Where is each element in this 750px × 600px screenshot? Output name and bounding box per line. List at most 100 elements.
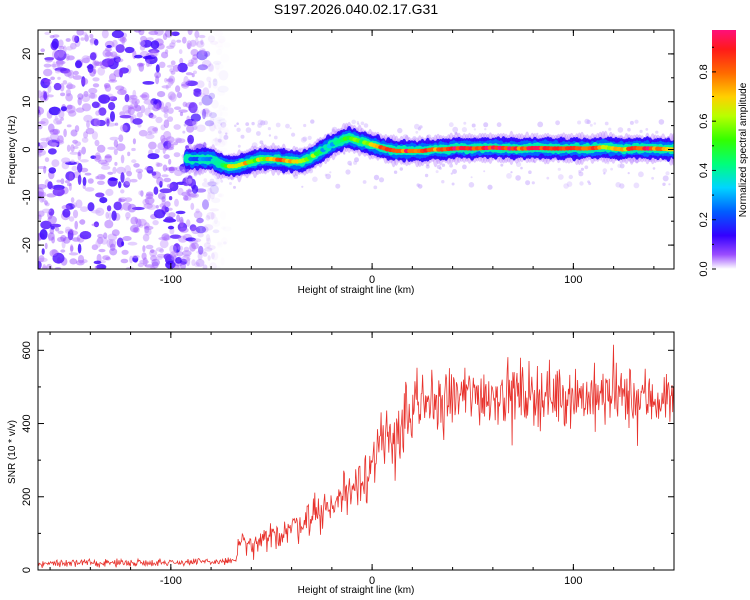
y-tick-label: 0: [21, 146, 33, 152]
noise-speck: [72, 146, 79, 149]
noise-speck: [203, 112, 208, 118]
noise-speck: [75, 161, 80, 165]
noise-speck: [169, 93, 177, 102]
noise-speck: [208, 92, 216, 100]
noise-speck: [58, 45, 65, 50]
noise-speck: [167, 225, 175, 230]
noise-speck: [163, 154, 170, 160]
noise-speck: [167, 91, 176, 101]
noise-speck: [54, 115, 58, 122]
faint-speck: [425, 164, 430, 169]
noise-speck: [54, 227, 60, 232]
faint-speck: [307, 135, 312, 140]
noise-speck: [65, 46, 74, 51]
noise-speck: [112, 166, 117, 174]
noise-speck: [211, 212, 215, 220]
noise-speck: [185, 178, 193, 185]
noise-speck: [132, 227, 139, 233]
noise-speck: [68, 172, 74, 182]
faint-speck: [528, 170, 532, 174]
noise-speck: [166, 212, 171, 217]
faint-speck: [449, 163, 453, 168]
faint-speck: [363, 123, 369, 128]
noise-speck: [162, 33, 168, 40]
noise-speck: [105, 188, 114, 196]
noise-speck: [96, 264, 107, 269]
noise-speck: [51, 38, 60, 49]
faint-speck: [362, 180, 367, 184]
noise-speck: [114, 122, 119, 126]
noise-speck: [56, 120, 63, 125]
noise-speck: [141, 92, 150, 101]
noise-speck: [102, 49, 111, 58]
spectrogram-plot-area: [38, 30, 674, 269]
faint-speck: [180, 170, 186, 175]
noise-speck: [65, 161, 78, 165]
noise-speck: [88, 87, 98, 94]
noise-speck: [81, 103, 92, 112]
noise-speck: [73, 70, 79, 76]
noise-speck: [41, 266, 48, 269]
noise-speck: [164, 77, 168, 83]
noise-speck: [146, 37, 154, 41]
noise-speck: [169, 181, 179, 192]
faint-speck: [557, 167, 561, 171]
faint-speck: [373, 185, 378, 190]
noise-speck: [174, 106, 182, 110]
noise-speck: [183, 75, 189, 85]
noise-speck: [87, 178, 94, 184]
faint-speck: [260, 120, 266, 126]
noise-speck: [138, 63, 145, 72]
noise-speck: [77, 243, 82, 254]
noise-speck: [163, 253, 172, 260]
faint-speck: [658, 119, 665, 125]
faint-speck: [604, 121, 609, 126]
noise-speck: [115, 85, 125, 91]
noise-speck: [155, 161, 160, 168]
noise-speck: [97, 144, 106, 153]
noise-speck: [92, 77, 100, 82]
noise-speck: [164, 201, 171, 208]
noise-speck: [212, 117, 226, 122]
y-tick-label: 0: [21, 567, 33, 573]
faint-speck: [192, 120, 198, 126]
x-tick-label: 100: [564, 274, 582, 286]
noise-speck: [65, 89, 71, 97]
noise-speck: [163, 119, 170, 129]
faint-speck: [448, 122, 454, 128]
noise-speck: [38, 153, 42, 158]
noise-speck: [99, 61, 103, 65]
noise-speck: [202, 264, 208, 269]
faint-speck: [267, 127, 271, 131]
noise-speck: [62, 80, 68, 85]
noise-speck: [66, 84, 76, 90]
noise-speck: [74, 35, 80, 43]
noise-speck: [79, 159, 89, 163]
noise-speck: [150, 50, 158, 58]
faint-speck: [300, 137, 307, 143]
noise-speck: [173, 243, 181, 253]
noise-speck: [80, 206, 89, 213]
faint-speck: [578, 171, 584, 177]
noise-speck: [90, 118, 100, 127]
noise-speck: [165, 167, 175, 171]
noise-speck: [47, 85, 52, 93]
noise-speck: [77, 152, 82, 161]
noise-speck: [202, 87, 210, 97]
noise-speck: [122, 104, 132, 114]
noise-speck: [217, 85, 229, 93]
faint-speck: [566, 181, 573, 187]
noise-speck: [140, 35, 147, 42]
noise-speck: [203, 178, 208, 183]
noise-speck: [109, 248, 118, 256]
faint-speck: [182, 130, 186, 134]
noise-speck: [147, 103, 157, 110]
noise-speck: [86, 120, 90, 129]
noise-speck: [81, 77, 89, 86]
noise-speck: [178, 235, 188, 243]
noise-speck: [158, 61, 166, 68]
x-tick-label: -100: [160, 575, 182, 587]
x-tick-label: -100: [160, 274, 182, 286]
faint-speck: [187, 178, 193, 183]
noise-speck: [81, 76, 86, 87]
